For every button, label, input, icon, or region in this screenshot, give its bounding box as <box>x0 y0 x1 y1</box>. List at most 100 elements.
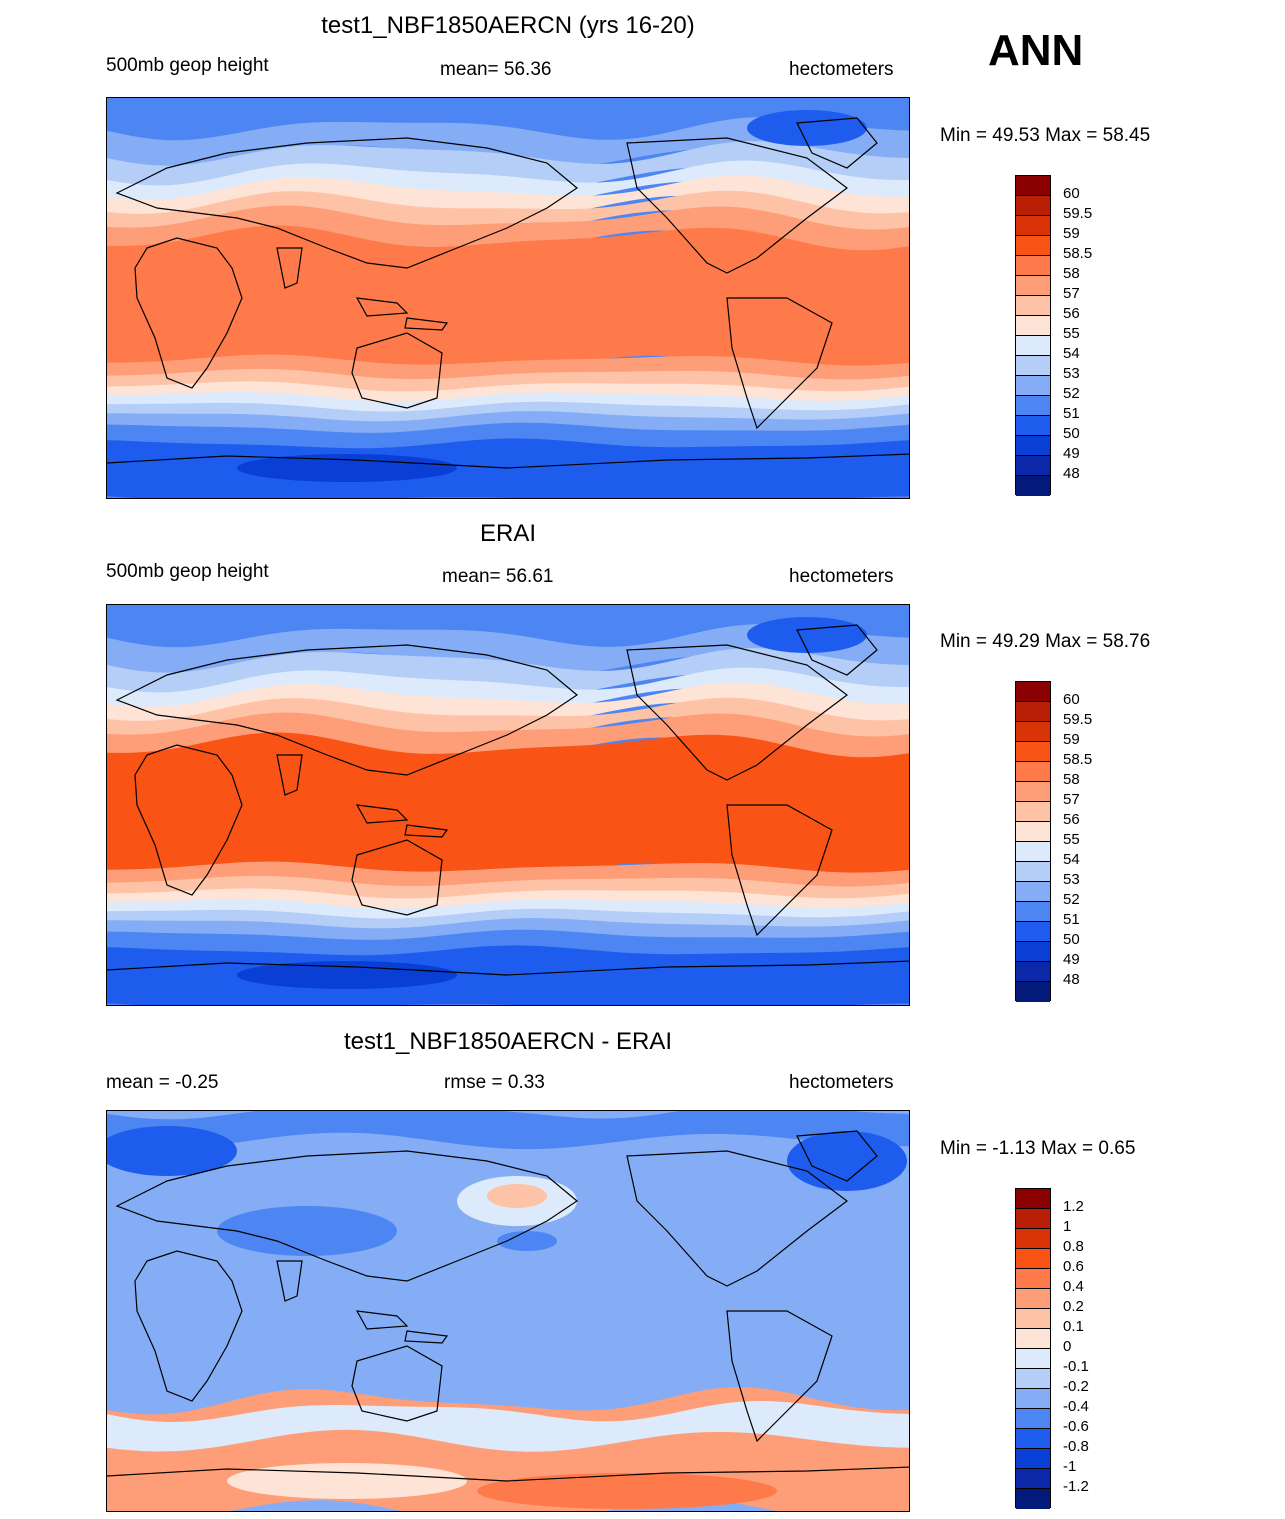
colorbar-swatch <box>1016 682 1050 702</box>
colorbar-swatch <box>1016 1329 1050 1349</box>
colorbar-swatch <box>1016 1289 1050 1309</box>
colorbar-tick-label: 1 <box>1063 1218 1072 1235</box>
colorbar-tick-label: -0.1 <box>1063 1358 1089 1375</box>
coastline <box>351 1345 443 1422</box>
colorbar-swatch <box>1016 822 1050 842</box>
panel-mean-label: mean= 56.36 <box>440 59 552 80</box>
coastline <box>626 137 848 274</box>
coastline <box>726 804 833 937</box>
colorbar-tick-label: 51 <box>1063 405 1080 422</box>
map-field <box>107 605 909 1005</box>
min-max-label: Min = 49.29 Max = 58.76 <box>940 631 1151 652</box>
colorbar-tick-label: 52 <box>1063 891 1080 908</box>
coastline <box>796 624 878 676</box>
colorbar <box>1015 1188 1051 1509</box>
colorbar-swatch <box>1016 396 1050 416</box>
colorbar-swatch <box>1016 1309 1050 1329</box>
colorbar <box>1015 175 1051 496</box>
colorbar-tick-label: 56 <box>1063 811 1080 828</box>
panel-units-label: hectometers <box>789 566 894 587</box>
colorbar-tick-label: 53 <box>1063 365 1080 382</box>
colorbar-swatch <box>1016 276 1050 296</box>
colorbar-swatch <box>1016 982 1050 1002</box>
coastline <box>115 137 579 269</box>
coastline <box>726 297 833 430</box>
colorbar-tick-label: 0.8 <box>1063 1238 1084 1255</box>
map-plot <box>106 97 910 499</box>
coastline <box>107 960 909 976</box>
colorbar-swatch <box>1016 416 1050 436</box>
colorbar-swatch <box>1016 336 1050 356</box>
colorbar-swatch <box>1016 862 1050 882</box>
coastline <box>276 1260 303 1302</box>
coastline <box>355 804 409 824</box>
colorbar-swatch <box>1016 316 1050 336</box>
map-field <box>107 98 909 498</box>
colorbar-swatch <box>1016 1449 1050 1469</box>
panel-mean-label: mean = -0.25 <box>106 1072 219 1093</box>
colorbar-swatch <box>1016 1369 1050 1389</box>
map-plot <box>106 604 910 1006</box>
colorbar-tick-label: 56 <box>1063 305 1080 322</box>
colorbar-swatch <box>1016 1209 1050 1229</box>
colorbar-tick-label: -0.6 <box>1063 1418 1089 1435</box>
colorbar-swatch <box>1016 922 1050 942</box>
colorbar-tick-label: -1 <box>1063 1458 1077 1475</box>
panel-left-label: 500mb geop height <box>106 561 269 582</box>
colorbar-swatch <box>1016 942 1050 962</box>
coastline <box>351 839 443 916</box>
map-plot <box>106 1110 910 1512</box>
colorbar-swatch <box>1016 722 1050 742</box>
colorbar-tick-label: 51 <box>1063 911 1080 928</box>
colorbar-swatch <box>1016 1249 1050 1269</box>
colorbar-swatch <box>1016 476 1050 496</box>
colorbar-swatch <box>1016 702 1050 722</box>
panel-rmse-label: rmse = 0.33 <box>444 1072 545 1093</box>
colorbar-tick-label: 59 <box>1063 225 1080 242</box>
colorbar-tick-label: 57 <box>1063 791 1080 808</box>
colorbar-swatch <box>1016 436 1050 456</box>
colorbar-tick-label: 0.2 <box>1063 1298 1084 1315</box>
coastline <box>134 237 243 389</box>
colorbar-swatch <box>1016 1229 1050 1249</box>
colorbar-swatch <box>1016 216 1050 236</box>
colorbar-tick-label: 48 <box>1063 465 1080 482</box>
colorbar-swatch <box>1016 356 1050 376</box>
panel-units-label: hectometers <box>789 59 894 80</box>
colorbar-tick-label: 0.4 <box>1063 1278 1084 1295</box>
colorbar-swatch <box>1016 902 1050 922</box>
colorbar-swatch <box>1016 176 1050 196</box>
colorbar-tick-label: 54 <box>1063 345 1080 362</box>
colorbar-swatch <box>1016 236 1050 256</box>
colorbar-swatch <box>1016 1489 1050 1509</box>
colorbar-swatch <box>1016 1189 1050 1209</box>
coastline <box>726 1310 833 1443</box>
panel-title: test1_NBF1850AERCN - ERAI <box>343 1028 673 1055</box>
coastline <box>404 1330 449 1344</box>
panel-mean-label: mean= 56.61 <box>442 566 554 587</box>
colorbar-swatch <box>1016 1349 1050 1369</box>
colorbar-tick-label: 0.6 <box>1063 1258 1084 1275</box>
colorbar-tick-label: 59.5 <box>1063 205 1093 222</box>
colorbar-swatch <box>1016 296 1050 316</box>
colorbar-swatch <box>1016 882 1050 902</box>
map-field <box>107 1111 909 1511</box>
colorbar-tick-label: 58 <box>1063 771 1080 788</box>
colorbar-tick-label: 50 <box>1063 931 1080 948</box>
coastline <box>134 744 243 896</box>
min-max-label: Min = -1.13 Max = 0.65 <box>940 1138 1136 1159</box>
colorbar-tick-label: -0.2 <box>1063 1378 1089 1395</box>
colorbar-tick-label: -0.4 <box>1063 1398 1089 1415</box>
colorbar-tick-label: 58.5 <box>1063 751 1093 768</box>
season-label: ANN <box>988 26 1084 75</box>
colorbar-swatch <box>1016 962 1050 982</box>
colorbar-tick-label: 48 <box>1063 971 1080 988</box>
colorbar-tick-label: 55 <box>1063 325 1080 342</box>
colorbar-swatch <box>1016 256 1050 276</box>
coastline <box>404 824 449 838</box>
coastline <box>107 1466 909 1482</box>
colorbar-tick-label: -0.8 <box>1063 1438 1089 1455</box>
coastline <box>107 453 909 469</box>
colorbar-tick-label: 60 <box>1063 185 1080 202</box>
colorbar-swatch <box>1016 802 1050 822</box>
